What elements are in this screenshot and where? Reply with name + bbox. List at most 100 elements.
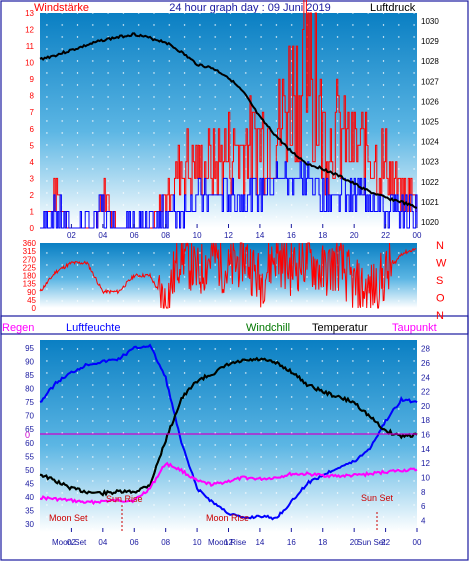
time-tick-label: 20 [350, 538, 359, 547]
time-tick-label: 16 [287, 231, 296, 240]
moon-rise-label: Moon Rise [206, 513, 249, 523]
humidity-tick-label: 85 [25, 371, 34, 380]
moon-rise-axis-label: Moon Rise [208, 538, 247, 547]
time-tick-label: 04 [98, 231, 107, 240]
direction-tick-label: 225 [23, 263, 37, 272]
time-tick-label: 20 [350, 231, 359, 240]
time-tick-label: 14 [255, 231, 264, 240]
humidity-tick-label: 35 [25, 506, 34, 515]
wind-tick-label: 4 [30, 158, 35, 167]
legend-humidity: Luftfeuchte [66, 322, 120, 334]
temperature-tick-label: 28 [421, 345, 430, 354]
time-axis-ticks-1: 02 04 06 08 10 12 14 16 18 20 22 00 [67, 224, 422, 240]
humidity-tick-label: 95 [25, 344, 34, 353]
direction-tick-label: 135 [23, 280, 37, 289]
wind-tick-label: 8 [30, 92, 35, 101]
temperature-tick-label: 8 [421, 488, 426, 497]
time-tick-label: 06 [130, 538, 139, 547]
legend-temperature: Temperatur [312, 322, 368, 334]
compass-tick-label: N [436, 240, 444, 252]
compass-tick-label: S [436, 275, 443, 287]
pressure-tick-label: 1021 [421, 198, 439, 207]
humidity-tick-label: 45 [25, 479, 34, 488]
legend-dewpoint: Taupunkt [392, 322, 437, 334]
direction-tick-label: 0 [32, 304, 37, 313]
temperature-tick-label: 6 [421, 502, 426, 511]
rain-zero-label: 0 [25, 430, 30, 440]
wind-tick-label: 2 [30, 191, 35, 200]
direction-tick-label: 270 [23, 255, 37, 264]
time-tick-label: 12 [224, 231, 233, 240]
direction-tick-label: 360 [23, 239, 37, 248]
temperature-tick-label: 24 [421, 373, 430, 382]
time-tick-label: 08 [161, 231, 170, 240]
wind-tick-label: 6 [30, 125, 35, 134]
pressure-series [39, 32, 418, 209]
temperature-axis-ticks: 4 6 8 10 12 14 16 18 20 22 24 26 28 [421, 345, 430, 526]
sun-set-axis-label: Sun Set [357, 538, 386, 547]
humidity-tick-label: 60 [25, 439, 34, 448]
wind-direction-series [39, 242, 417, 309]
temperature-tick-label: 10 [421, 474, 430, 483]
humidity-axis-ticks: 30 35 40 45 50 55 60 65 70 75 80 85 90 95 [25, 344, 34, 529]
legend-windchill: Windchill [246, 322, 290, 334]
time-tick-label: 10 [193, 538, 202, 547]
wind-axis-title: Windstärke [34, 2, 89, 14]
pressure-tick-label: 1026 [421, 97, 439, 106]
pressure-tick-label: 1023 [421, 158, 439, 167]
chart-title: 24 hour graph day : 09 Juni 2019 [169, 2, 330, 14]
legend-rain: Regen [2, 322, 34, 334]
time-tick-label: 02 [67, 538, 76, 547]
pressure-tick-label: 1027 [421, 77, 439, 86]
wind-tick-label: 9 [30, 75, 35, 84]
humidity-tick-label: 40 [25, 493, 34, 502]
wind-tick-label: 3 [30, 174, 35, 183]
bottom-frame [0, 315, 469, 561]
wind-tick-label: 10 [25, 59, 34, 68]
direction-tick-label: 45 [27, 296, 36, 305]
time-tick-label: 22 [381, 538, 390, 547]
humidity-tick-label: 70 [25, 412, 34, 421]
humidity-series [39, 343, 418, 521]
wind-tick-label: 12 [25, 26, 34, 35]
wind-tick-label: 5 [30, 141, 35, 150]
pressure-axis-ticks: 1020 1021 1022 1023 1024 1025 1026 1027 1028 1029… [421, 17, 439, 227]
temperature-tick-label: 26 [421, 359, 430, 368]
temperature-tick-label: 16 [421, 431, 430, 440]
time-tick-label: 14 [255, 538, 264, 547]
time-tick-label: 06 [130, 231, 139, 240]
sun-rise-label: Sun Rise [106, 494, 143, 504]
temperature-tick-label: 18 [421, 416, 430, 425]
direction-tick-label: 315 [23, 247, 37, 256]
wind-average-series [40, 161, 418, 229]
pressure-tick-label: 1030 [421, 17, 439, 26]
temperature-tick-label: 12 [421, 459, 430, 468]
time-tick-label: 10 [193, 231, 202, 240]
time-tick-label: 00 [413, 538, 422, 547]
time-tick-label: 18 [318, 538, 327, 547]
temperature-tick-label: 20 [421, 402, 430, 411]
pressure-tick-label: 1025 [421, 118, 439, 127]
time-tick-label: 00 [413, 231, 422, 240]
compass-tick-label: W [436, 258, 447, 270]
wind-tick-label: 1 [30, 207, 35, 216]
pressure-tick-label: 1020 [421, 218, 439, 227]
time-tick-label: 18 [318, 231, 327, 240]
time-tick-label: 04 [98, 538, 107, 547]
temperature-tick-label: 14 [421, 445, 430, 454]
compass-tick-label: N [436, 310, 444, 322]
temperature-tick-label: 22 [421, 388, 430, 397]
time-tick-label: 16 [287, 538, 296, 547]
wind-tick-label: 13 [25, 9, 34, 18]
humidity-tick-label: 30 [25, 520, 34, 529]
moon-set-axis-label: Moon Set [52, 538, 87, 547]
time-tick-label: 08 [161, 538, 170, 547]
pressure-tick-label: 1029 [421, 37, 439, 46]
direction-tick-label: 90 [27, 288, 36, 297]
pressure-axis-title: Luftdruck [370, 2, 416, 14]
time-axis-ticks-3: 02 04 06 08 10 12 14 16 18 20 22 00 [67, 528, 422, 547]
